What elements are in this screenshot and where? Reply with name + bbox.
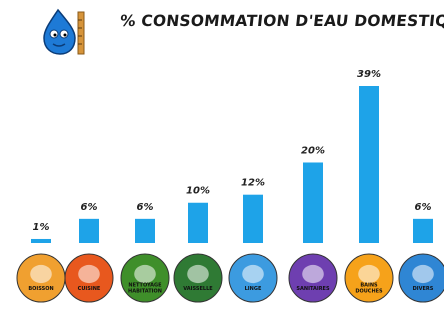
bar-5 [243,194,263,243]
category-label-1: BOISSON [28,286,53,292]
value-label-7: 39% [357,69,381,80]
category-label-8: DIVERS [413,286,434,292]
category-label-5: LINGE [245,286,262,292]
bar-6 [303,162,323,243]
bar-1 [31,238,51,243]
bathtub-icon [344,253,394,303]
toilet-icon [288,253,338,303]
dishes-icon [173,253,223,303]
category-label-2: CUISINE [78,286,101,292]
category-label-7: BAINS DOUCHES [355,283,383,295]
category-label-6: SANITAIRES [296,286,330,292]
water-drop-mascot-icon [43,8,85,55]
value-label-5: 12% [241,178,265,189]
bar-8 [413,218,433,243]
bar-3 [135,218,155,243]
bar-4 [188,202,208,243]
category-label-3: NETTOYAGE HABITATION [128,283,162,295]
cooking-pot-icon [64,253,114,303]
value-label-1: 1% [33,222,50,233]
value-label-8: 6% [415,202,432,213]
bar-2 [79,218,99,243]
bucket-icon [120,253,170,303]
bar-7 [359,86,379,243]
value-label-6: 20% [301,145,325,156]
category-label-4: VAISSELLE [183,286,213,292]
value-label-2: 6% [81,202,98,213]
washing-machine-icon [228,253,278,303]
fishbowl-icon [398,253,444,303]
value-label-4: 10% [186,186,210,197]
value-label-3: 6% [137,202,154,213]
pitcher-icon [16,253,66,303]
